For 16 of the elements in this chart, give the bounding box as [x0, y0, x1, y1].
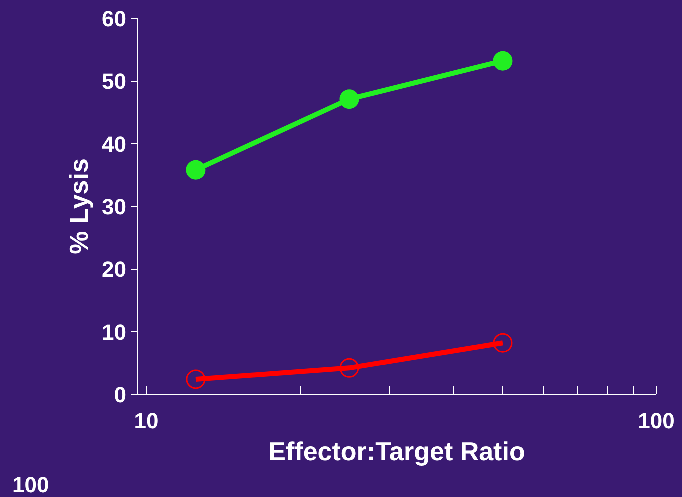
y-axis-title: % Lysis — [64, 158, 94, 254]
y-tick-label: 50 — [102, 69, 127, 94]
y-tick-label: 20 — [102, 257, 127, 282]
x-axis-title: Effector:Target Ratio — [268, 436, 526, 466]
y-tick-label: 30 — [102, 194, 127, 220]
point — [186, 160, 206, 180]
y-tick-label: 40 — [102, 132, 127, 157]
y-tick-label: 60 — [102, 6, 127, 32]
y-tick-label: 10 — [102, 320, 127, 345]
y-tick-label: 0 — [114, 382, 127, 408]
text: 100 — [12, 472, 50, 497]
point — [186, 370, 206, 390]
point — [493, 333, 513, 353]
point — [340, 358, 360, 378]
point — [340, 90, 360, 110]
point — [493, 51, 513, 71]
